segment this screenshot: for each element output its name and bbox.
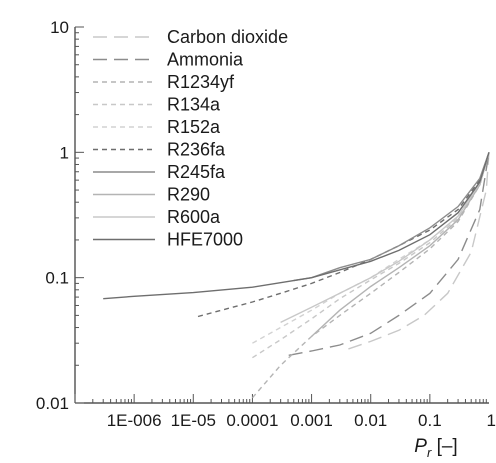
legend-label: Ammonia <box>167 50 244 70</box>
series-line-3 <box>252 152 490 359</box>
legend-label: R134a <box>167 95 221 115</box>
legend-label: R600a <box>167 207 221 227</box>
series-line-2 <box>251 152 490 399</box>
x-axis-label-unit: [–] <box>431 436 457 457</box>
series-lines <box>103 152 490 399</box>
x-tick-label: 1E-05 <box>171 411 216 430</box>
y-tick-label: 0.01 <box>36 394 69 413</box>
axis-ticks <box>74 26 487 404</box>
x-tick-label: 0.1 <box>418 411 442 430</box>
x-axis-label: Pr [–] <box>414 436 457 460</box>
y-tick-label: 10 <box>50 18 69 37</box>
legend-label: R1234yf <box>167 72 235 92</box>
series-line-1 <box>288 152 490 356</box>
series-line-7 <box>311 152 490 337</box>
legend-label: R236fa <box>167 140 226 160</box>
legend-label: R245fa <box>167 162 226 182</box>
series-line-0 <box>348 152 490 350</box>
x-axis-label-symbol: P <box>414 436 427 457</box>
y-tick-label: 0.1 <box>45 269 69 288</box>
legend-label: R152a <box>167 117 221 137</box>
x-tick-label: 1 <box>487 411 496 430</box>
x-tick-label: 0.001 <box>290 411 333 430</box>
legend-label: HFE7000 <box>167 230 243 250</box>
series-line-4 <box>252 152 490 344</box>
y-tick-label: 1 <box>60 143 69 162</box>
tick-labels: 0.01 0.1 1 10 1E-006 1E-05 0.0001 0.001 0.01 0.1 1 <box>36 18 496 430</box>
legend-label: R290 <box>167 185 210 205</box>
x-tick-label: 1E-006 <box>107 411 162 430</box>
x-tick-label: 0.01 <box>354 411 387 430</box>
series-line-8 <box>280 152 490 324</box>
x-axis-label-subscript: r <box>427 445 432 460</box>
plot-area <box>74 27 489 404</box>
legend-label: Carbon dioxide <box>167 27 288 47</box>
x-tick-label: 0.0001 <box>226 411 278 430</box>
series-line-9 <box>103 152 490 300</box>
